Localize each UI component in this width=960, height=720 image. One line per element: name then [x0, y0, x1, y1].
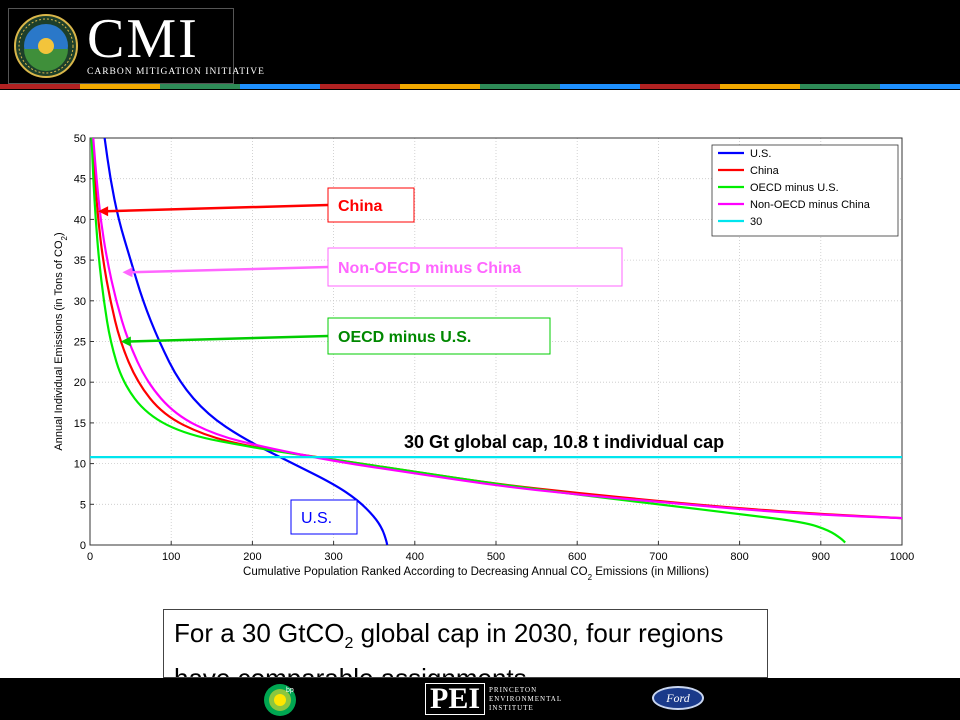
- legend-entry: 30: [750, 216, 762, 228]
- strip-segment: [640, 84, 720, 89]
- x-tick-label: 100: [162, 551, 180, 563]
- y-tick-label: 0: [80, 540, 86, 552]
- logo-letters: CMI: [87, 8, 199, 70]
- annotation-label: U.S.: [301, 510, 332, 527]
- logo-subtitle: CARBON MITIGATION INITIATIVE: [87, 67, 265, 77]
- x-tick-label: 200: [243, 551, 261, 563]
- annotation-arrow: [130, 265, 329, 274]
- sponsor-footer: bp PEI PRINCETON ENVIRONMENTAL INSTITUTE…: [0, 678, 960, 720]
- y-tick-label: 30: [74, 296, 86, 308]
- strip-segment: [560, 84, 640, 89]
- caption-post: global cap in 2030, four regions have co…: [174, 618, 724, 677]
- y-axis-label: Annual Individual Emissions (in Tons of …: [53, 232, 69, 450]
- cap-label: 30 Gt global cap, 10.8 t individual cap: [404, 432, 724, 452]
- series-group: [90, 138, 902, 545]
- strip-segment: [0, 84, 80, 89]
- annotation-arrow: [106, 203, 329, 213]
- legend-entry: China: [750, 165, 780, 177]
- series-line-u-s-: [103, 138, 389, 545]
- annotation-label: China: [338, 198, 383, 215]
- strip-segment: [400, 84, 480, 89]
- annotation-box: [327, 317, 551, 355]
- strip-segment: [320, 84, 400, 89]
- y-tick-label: 5: [80, 499, 86, 511]
- y-tick-label: 35: [74, 255, 86, 267]
- series-line-non-oecd-minus-china: [92, 138, 902, 520]
- slide-content: 0 100 200 300 400 500 600 700 800 900 1000 0 5 10 15 20…: [0, 90, 960, 678]
- x-tick-label: 300: [324, 551, 342, 563]
- annotation-arrow: [128, 334, 329, 343]
- pei-text: PRINCETON ENVIRONMENTAL INSTITUTE: [489, 686, 562, 713]
- caption-box: For a 30 GtCO2 global cap in 2030, four …: [163, 609, 768, 678]
- legend-entry: OECD minus U.S.: [750, 182, 839, 194]
- pei-mark: PEI: [425, 683, 486, 715]
- caption-sub: 2: [344, 635, 354, 653]
- strip-segment: [880, 84, 960, 89]
- y-tick-label: 15: [74, 418, 86, 430]
- x-tick-label: 1000: [890, 551, 914, 563]
- y-tick-label: 25: [74, 337, 86, 349]
- pei-line-1: PRINCETON: [489, 685, 538, 694]
- x-axis-label: Cumulative Population Ranked According t…: [243, 566, 709, 582]
- annotation-box: [290, 499, 358, 535]
- annotation-arrowhead: [98, 206, 109, 217]
- annotation-arrowhead: [122, 267, 133, 278]
- pei-logo: PEI PRINCETON ENVIRONMENTAL INSTITUTE: [425, 683, 562, 715]
- x-tick-label: 800: [730, 551, 748, 563]
- annotation-label: Non-OECD minus China: [338, 260, 521, 277]
- x-tick-label: 900: [812, 551, 830, 563]
- annotation-arrowhead: [120, 336, 131, 347]
- y-tick-label: 10: [74, 459, 86, 471]
- x-tick-label: 400: [406, 551, 424, 563]
- emissions-chart: 0 100 200 300 400 500 600 700 800 900 1000 0 5 10 15 20…: [53, 133, 914, 582]
- ford-logo: Ford: [652, 686, 704, 710]
- strip-segment: [80, 84, 160, 89]
- strip-segment: [240, 84, 320, 89]
- cmi-seal-icon: [14, 14, 78, 78]
- annotation-label: OECD minus U.S.: [338, 329, 471, 346]
- cmi-logo: CMI CARBON MITIGATION INITIATIVE: [8, 8, 264, 84]
- y-tick-label: 40: [74, 214, 86, 226]
- annotation-box: [327, 247, 623, 287]
- y-tick-label: 50: [74, 133, 86, 145]
- caption-pre: For a 30 GtCO: [174, 618, 345, 648]
- strip-segment: [160, 84, 240, 89]
- pei-line-2: ENVIRONMENTAL: [489, 694, 563, 703]
- y-tick-label: 20: [74, 377, 86, 389]
- strip-segment: [720, 84, 800, 89]
- color-strip: [0, 84, 960, 89]
- pei-line-3: INSTITUTE: [489, 703, 534, 712]
- strip-segment: [480, 84, 560, 89]
- legend-entry: Non-OECD minus China: [750, 199, 871, 211]
- strip-segment: [800, 84, 880, 89]
- legend-entry: U.S.: [750, 148, 771, 160]
- x-tick-label: 600: [568, 551, 586, 563]
- x-tick-label: 500: [487, 551, 505, 563]
- bp-label: bp: [286, 687, 294, 694]
- y-tick-label: 45: [74, 174, 86, 186]
- x-tick-label: 700: [649, 551, 667, 563]
- x-tick-label: 0: [87, 551, 93, 563]
- bp-logo-icon: bp: [264, 684, 296, 716]
